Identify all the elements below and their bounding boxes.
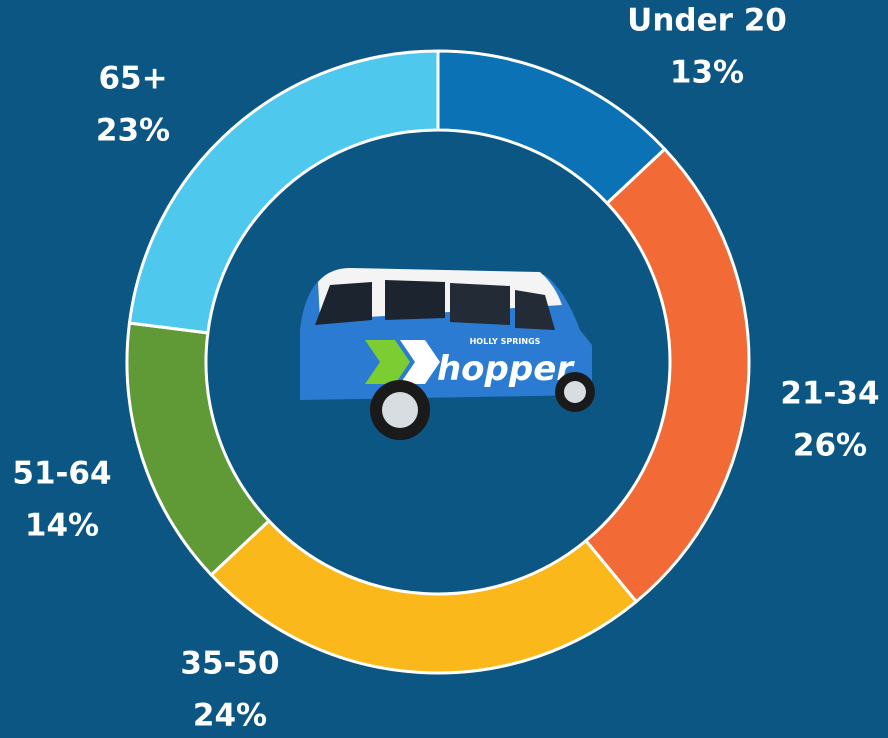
donut-slice	[583, 146, 751, 604]
value-label: 14%	[25, 508, 99, 544]
donut	[125, 49, 751, 675]
category-label: 35-50	[180, 646, 279, 682]
van-subtext: HOLLY SPRINGS	[470, 337, 541, 346]
category-label: 51-64	[12, 456, 111, 492]
category-label: 65+	[98, 61, 167, 97]
category-label: 21-34	[780, 376, 879, 412]
value-label: 24%	[193, 698, 267, 734]
value-label: 13%	[670, 55, 744, 91]
van-image: HOLLY SPRINGS hopper	[300, 268, 595, 440]
category-label: Under 20	[627, 3, 787, 39]
van-text: hopper	[437, 349, 575, 389]
donut-slice	[127, 49, 440, 335]
value-label: 23%	[96, 113, 170, 149]
value-label: 26%	[793, 428, 867, 464]
